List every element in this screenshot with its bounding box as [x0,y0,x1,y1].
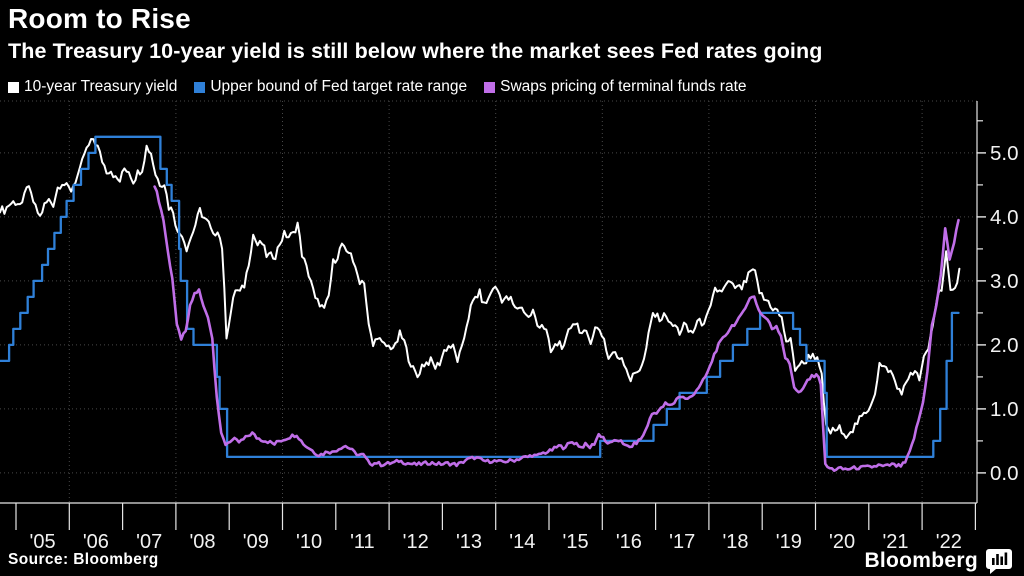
x-axis-label: '09 [243,531,269,553]
bloomberg-brand: Bloomberg [864,548,1012,574]
source-credit: Source: Bloomberg [8,551,159,568]
x-axis-label: '06 [83,531,109,553]
x-axis-label: '13 [456,531,482,553]
x-axis-label: '16 [616,531,642,553]
bloomberg-logo-icon [986,549,1012,574]
legend-item-swaps-terminal: Swaps pricing of terminal funds rate [484,78,747,96]
x-axis-label: '20 [829,531,855,553]
legend-label-fed-upper-bound: Upper bound of Fed target rate range [210,78,468,95]
x-axis-label: '21 [882,531,908,553]
x-axis-label: '19 [776,531,802,553]
x-axis-label: '08 [189,531,215,553]
x-axis-label: '18 [722,531,748,553]
chart-legend: 10-year Treasury yield Upper bound of Fe… [8,78,747,96]
bloomberg-wordmark: Bloomberg [864,549,978,572]
x-axis-label: '22 [936,531,962,553]
y-axis-label: 4.0 [990,206,1019,229]
legend-label-treasury: 10-year Treasury yield [24,78,178,95]
y-axis-label: 2.0 [990,334,1019,357]
x-axis-label: '10 [296,531,322,553]
legend-item-treasury: 10-year Treasury yield [8,78,177,96]
x-axis-label: '12 [403,531,429,553]
page-subtitle: The Treasury 10-year yield is still belo… [8,39,823,63]
y-axis-label: 1.0 [990,398,1019,421]
series-line-upper-bound-of-fed-target-rate-range [0,135,960,459]
series-line-10-year-treasury-yield [0,138,961,440]
y-axis-label: 0.0 [990,462,1019,485]
treasury-swatch-icon [8,81,19,93]
x-axis-label: '07 [136,531,162,553]
page-title: Room to Rise [8,3,191,34]
x-axis-label: '14 [509,531,535,553]
swaps-terminal-swatch-icon [484,81,496,93]
y-axis-label: 5.0 [990,142,1019,165]
x-axis-label: '11 [350,531,375,553]
fed-upper-bound-swatch-icon [194,81,206,93]
legend-item-fed-upper-bound: Upper bound of Fed target rate range [194,78,467,96]
y-axis-label: 3.0 [990,270,1019,293]
x-axis-label: '15 [563,531,589,553]
x-axis-label: '17 [669,531,695,553]
legend-label-swaps-terminal: Swaps pricing of terminal funds rate [500,78,747,95]
x-axis-label: '05 [30,531,56,553]
series-line-swaps-pricing-of-terminal-funds-rate [153,185,960,472]
